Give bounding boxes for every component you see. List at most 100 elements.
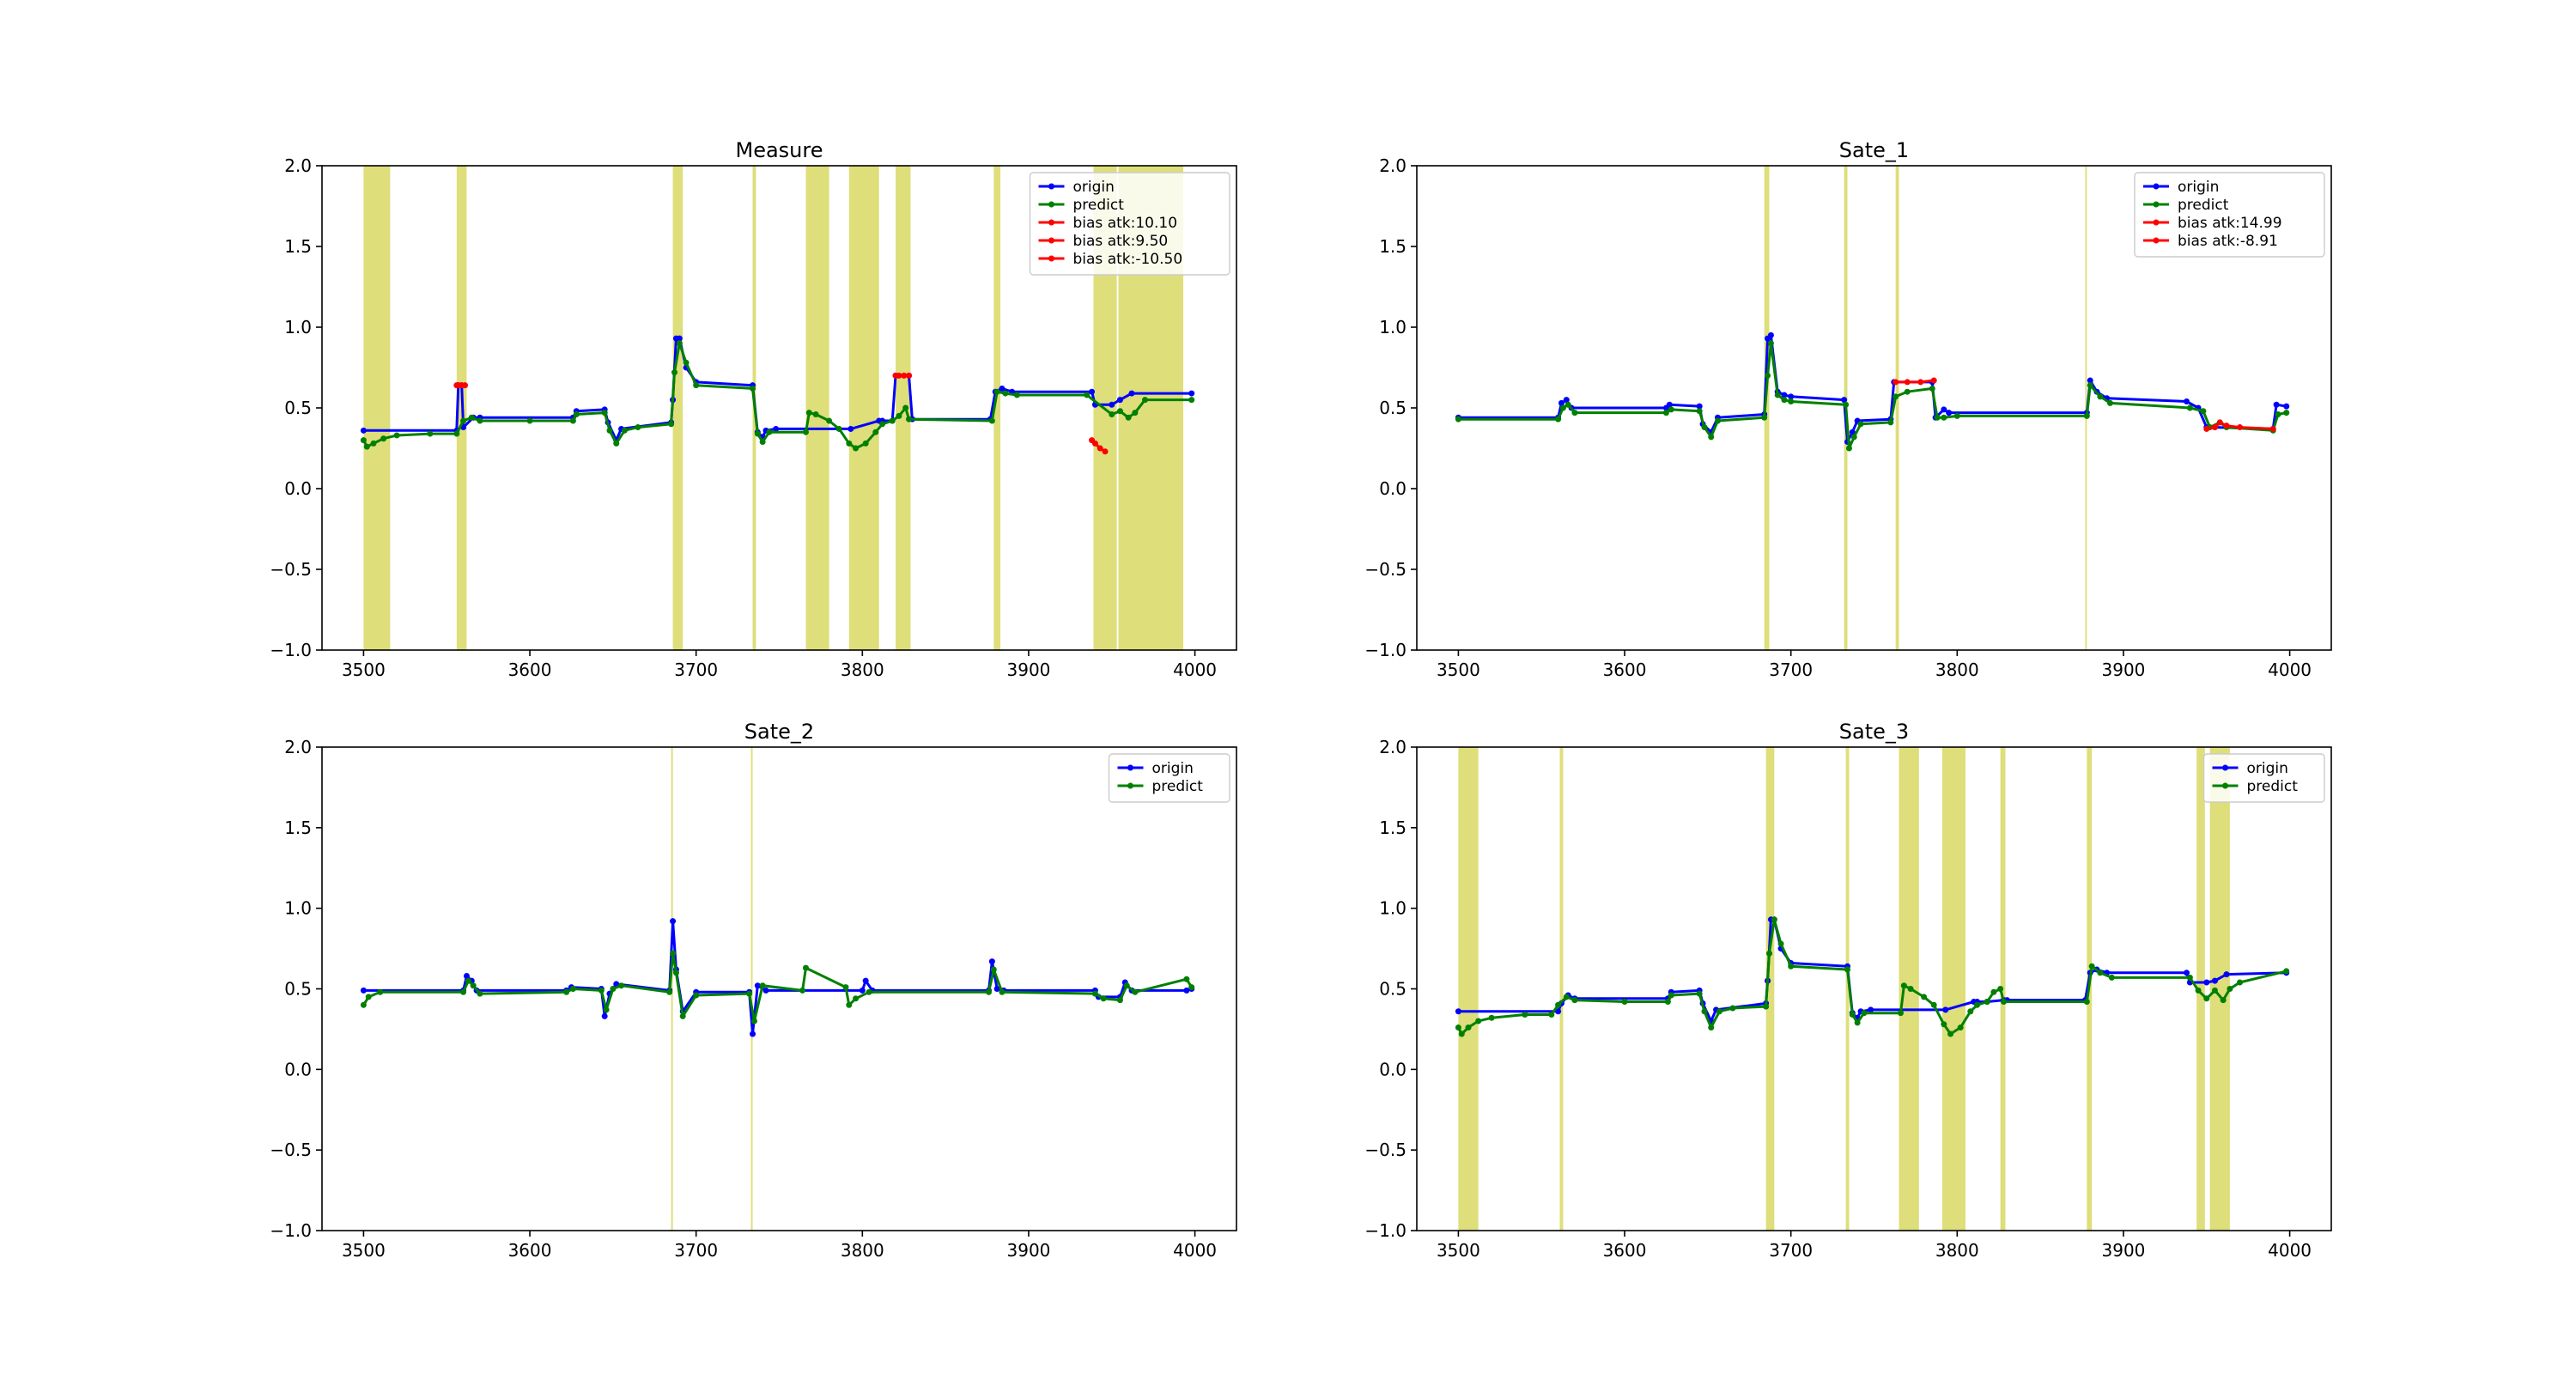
- data-point: [2203, 425, 2210, 432]
- data-point: [1930, 377, 1937, 384]
- data-point: [1666, 401, 1673, 408]
- data-point: [1930, 1001, 1937, 1008]
- data-point: [1854, 1019, 1861, 1026]
- data-point: [1089, 388, 1096, 395]
- legend-label: bias atk:-8.91: [2178, 233, 2278, 250]
- data-point: [1142, 397, 1148, 404]
- shaded-region: [363, 166, 391, 650]
- data-point: [1849, 1012, 1856, 1018]
- shaded-region: [2209, 747, 2230, 1231]
- x-tick-label: 3800: [841, 660, 884, 680]
- series-line-predict: [362, 951, 1193, 1023]
- data-point: [1893, 393, 1899, 400]
- data-point: [1763, 1003, 1770, 1010]
- data-point: [1845, 445, 1852, 452]
- data-point: [679, 1012, 686, 1019]
- data-point: [1455, 1008, 1461, 1015]
- legend-swatch-marker: [1048, 183, 1054, 190]
- data-point: [1548, 1012, 1555, 1018]
- data-point: [1897, 1010, 1904, 1017]
- chart-title: Measure: [736, 138, 823, 162]
- series-group: [1455, 916, 2290, 1037]
- data-point: [1788, 963, 1795, 970]
- y-tick-label: 0.5: [284, 398, 312, 418]
- data-point: [1555, 416, 1562, 423]
- data-point: [999, 988, 1005, 995]
- data-point: [846, 440, 853, 447]
- data-point: [1788, 398, 1795, 404]
- chart-panel-4: 3500 3600 3700 3800 3900 4000 −1.0 −0.5 0.0 0.5 1.…: [1364, 720, 2332, 1261]
- data-point: [1942, 1006, 1949, 1013]
- data-point: [1708, 434, 1715, 441]
- data-point: [859, 987, 866, 994]
- data-point: [460, 988, 467, 995]
- data-point: [1100, 995, 1107, 1002]
- series-line-origin: [1458, 918, 2287, 1023]
- data-point: [1767, 331, 1774, 338]
- y-tick-label: −1.0: [270, 1220, 312, 1241]
- data-point: [1974, 1001, 1981, 1008]
- data-point: [1696, 990, 1703, 997]
- legend-label: bias atk:14.99: [2178, 215, 2282, 232]
- data-point: [896, 412, 902, 419]
- shaded-region: [805, 166, 829, 650]
- data-point: [526, 417, 533, 424]
- data-point: [2200, 408, 2207, 415]
- data-point: [1887, 419, 1894, 426]
- data-point: [1123, 982, 1130, 989]
- x-tick-label: 3900: [1007, 1240, 1051, 1261]
- data-point: [672, 970, 679, 976]
- data-point: [606, 427, 613, 434]
- data-point: [826, 417, 833, 424]
- data-point: [477, 417, 483, 424]
- data-point: [799, 987, 806, 994]
- shaded-region: [1941, 747, 1965, 1231]
- data-point: [1788, 393, 1795, 400]
- data-point: [2106, 399, 2113, 406]
- data-point: [1564, 401, 1571, 408]
- shaded-region: [1458, 747, 1479, 1231]
- data-point: [360, 1001, 367, 1008]
- data-point: [463, 972, 470, 979]
- data-point: [1941, 1021, 1947, 1028]
- data-point: [618, 982, 625, 989]
- data-point: [1967, 1008, 1974, 1015]
- data-point: [1774, 392, 1781, 398]
- data-point: [363, 443, 370, 450]
- data-point: [1904, 388, 1911, 395]
- data-point: [990, 966, 997, 973]
- data-point: [1109, 411, 1115, 418]
- data-point: [1941, 414, 1947, 421]
- data-point: [2097, 393, 2104, 400]
- y-tick-label: −0.5: [1364, 559, 1406, 580]
- data-point: [2088, 963, 2095, 970]
- data-point: [1696, 408, 1703, 415]
- data-point: [2083, 412, 2090, 419]
- data-point: [1941, 406, 1947, 413]
- data-point: [1563, 994, 1570, 1000]
- data-point: [370, 440, 377, 447]
- data-point: [872, 429, 879, 435]
- x-tick-label: 3600: [508, 660, 552, 680]
- data-point: [2216, 419, 2223, 426]
- x-tick-label: 4000: [2268, 660, 2312, 680]
- data-point: [773, 425, 780, 432]
- data-point: [988, 958, 995, 965]
- data-point: [1102, 448, 1109, 455]
- y-tick-label: 1.0: [1379, 317, 1406, 337]
- data-point: [1861, 1010, 1868, 1017]
- data-point: [1708, 1024, 1715, 1031]
- data-point: [1777, 940, 1784, 947]
- data-point: [1957, 1024, 1964, 1031]
- data-point: [603, 1006, 610, 1013]
- data-point: [477, 990, 483, 997]
- data-point: [1984, 999, 1990, 1006]
- data-point: [802, 429, 809, 435]
- data-point: [862, 440, 869, 447]
- data-point: [889, 417, 896, 424]
- data-point: [1997, 986, 2004, 992]
- series-line-bias-atk-14-99: [1895, 379, 1935, 384]
- legend-label: origin: [1073, 179, 1115, 196]
